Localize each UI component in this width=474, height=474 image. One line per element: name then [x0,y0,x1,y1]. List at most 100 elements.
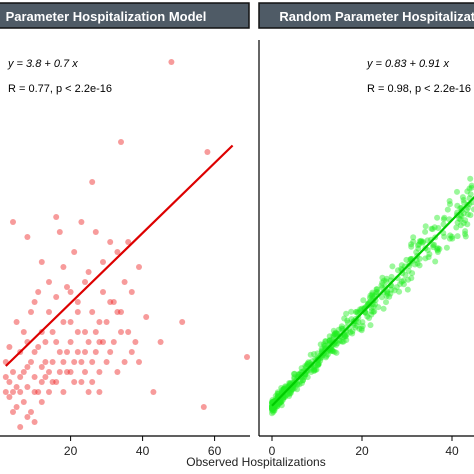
left-data-point [110,299,117,305]
left-data-point [2,374,9,380]
right-data-point [389,263,396,270]
right-regression-line [271,196,474,407]
right-data-point [447,201,453,208]
right-data-point [322,354,329,361]
left-data-point [46,279,52,285]
left-data-point [78,359,85,365]
right-data-point [393,284,400,291]
right-data-point [403,256,410,263]
left-data-point [125,239,132,245]
left-data-point [92,349,99,355]
right-x-tick-label: 40 [445,444,459,458]
left-data-point [31,349,38,355]
right-data-point [414,260,421,267]
right-data-point [369,292,375,299]
left-data-point [38,379,45,385]
right-data-point [269,404,276,410]
right-data-point [315,362,322,368]
left-data-point [78,219,85,225]
right-data-point [305,359,312,366]
right-data-point [370,309,377,315]
right-data-point [358,327,365,334]
right-data-point [334,340,341,347]
right-data-point [344,317,351,324]
right-data-point [347,329,354,336]
right-panel-strip: Random Parameter Hospitalization [258,2,474,29]
right-data-point [414,242,421,249]
right-data-point [331,348,338,355]
left-data-point [82,369,88,375]
right-data-point [315,360,322,367]
right-data-point [269,406,275,413]
left-data-point [10,369,16,375]
right-data-point [416,262,423,269]
right-data-point [298,365,305,372]
right-data-point [463,207,470,213]
left-data-point [31,374,38,380]
left-data-point [13,384,20,390]
right-data-point [460,197,467,203]
left-data-point [49,329,56,335]
left-data-point [38,259,45,265]
left-data-point [96,389,103,395]
right-data-point [470,206,474,213]
right-data-point [416,238,423,245]
right-data-point [434,214,441,221]
left-data-point [60,319,67,325]
right-data-point [271,405,278,412]
right-data-point [269,405,275,412]
right-data-point [426,251,433,258]
right-data-point [276,400,283,407]
left-data-point [10,409,16,415]
right-data-point [404,286,411,293]
right-data-point [398,262,405,269]
left-data-point [128,349,135,355]
right-data-point [410,234,417,241]
left-data-point [56,229,63,235]
right-data-point [307,351,314,358]
right-data-point [400,281,407,288]
right-data-point [343,331,350,338]
right-data-point [387,290,394,297]
right-data-point [287,389,294,396]
right-data-point [433,245,440,252]
right-data-point [375,304,382,311]
right-data-point [368,311,375,318]
right-data-point [378,282,385,289]
left-data-point [42,359,49,365]
right-data-point [331,331,338,338]
right-data-point [454,202,461,209]
right-data-point [269,405,276,412]
right-data-point [269,404,276,411]
right-data-point [422,223,429,230]
left-data-point [89,379,96,385]
right-data-point [446,198,453,204]
left-data-point [24,234,31,240]
left-data-point [89,309,96,315]
right-data-point [349,330,356,337]
right-data-point [467,175,474,182]
right-data-point [367,292,374,299]
left-data-point [67,369,74,375]
right-data-point [341,315,348,322]
right-data-point [354,322,361,329]
left-data-point [28,359,34,365]
right-data-point [456,215,463,222]
right-data-point [324,351,331,358]
left-data-point [200,404,207,410]
left-data-point [71,359,78,365]
right-data-point [269,404,276,411]
left-data-point [17,424,24,430]
right-data-point [454,188,460,195]
right-data-point [327,348,334,355]
right-data-point [418,237,425,244]
left-data-point [64,284,70,290]
left-data-point [60,389,67,395]
left-data-point [28,409,34,415]
right-data-point [326,337,333,344]
left-data-point [96,339,103,345]
right-data-point [301,374,308,381]
right-data-point [379,279,386,286]
right-data-point [352,324,359,331]
